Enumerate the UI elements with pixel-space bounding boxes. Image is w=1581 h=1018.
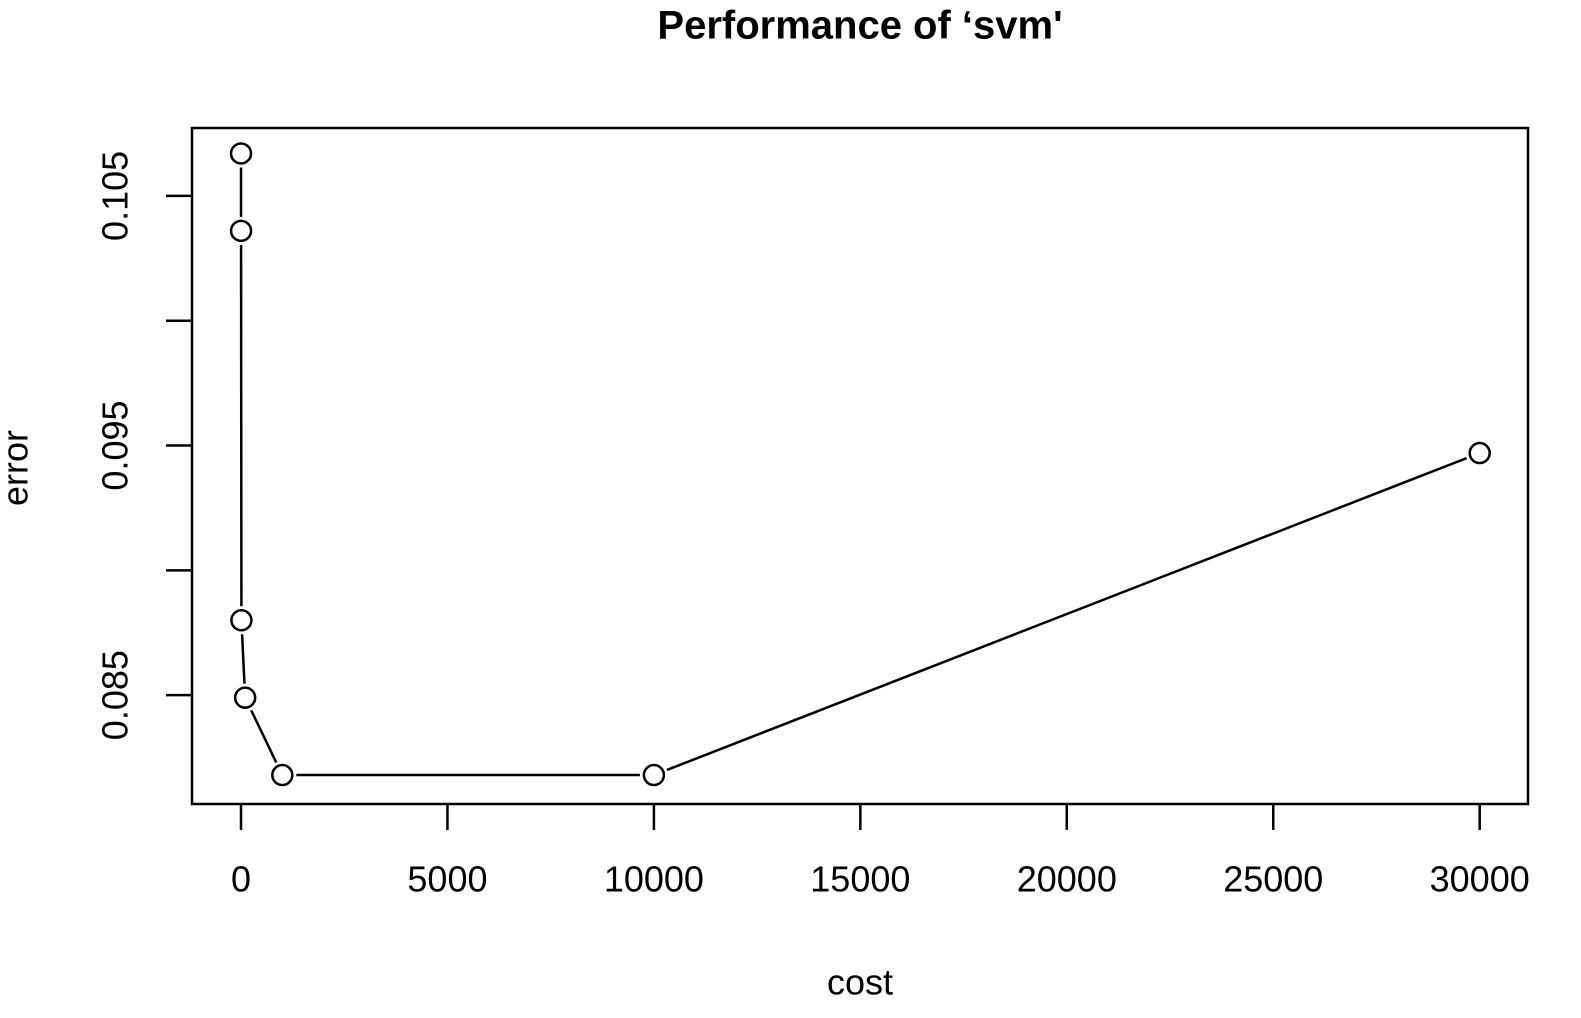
x-tick-label: 30000 [1430,859,1530,900]
plot-frame [190,126,1530,806]
line-segment [666,456,1468,772]
y-tick-label: 0.085 [95,650,136,740]
line-segment [250,709,278,763]
point [229,142,253,165]
point [1468,441,1491,465]
x-tick-label: 15000 [810,859,910,900]
point [233,686,257,709]
point [229,219,253,243]
x-tick-label: 5000 [407,859,487,900]
y-tick-label: 0.095 [95,400,136,490]
point [271,763,294,787]
y-axis-label: error [0,430,36,506]
x-tick-label: 0 [231,859,251,900]
line-segment [240,634,246,684]
point [230,609,253,632]
x-tick-label: 10000 [604,859,704,900]
point [642,763,666,787]
x-tick-label: 25000 [1223,859,1323,900]
x-axis-label: cost [827,962,893,1003]
chart-title: Performance of ‘svm' [657,4,1062,48]
x-tick-label: 20000 [1017,859,1117,900]
y-tick-label: 0.105 [95,151,136,241]
